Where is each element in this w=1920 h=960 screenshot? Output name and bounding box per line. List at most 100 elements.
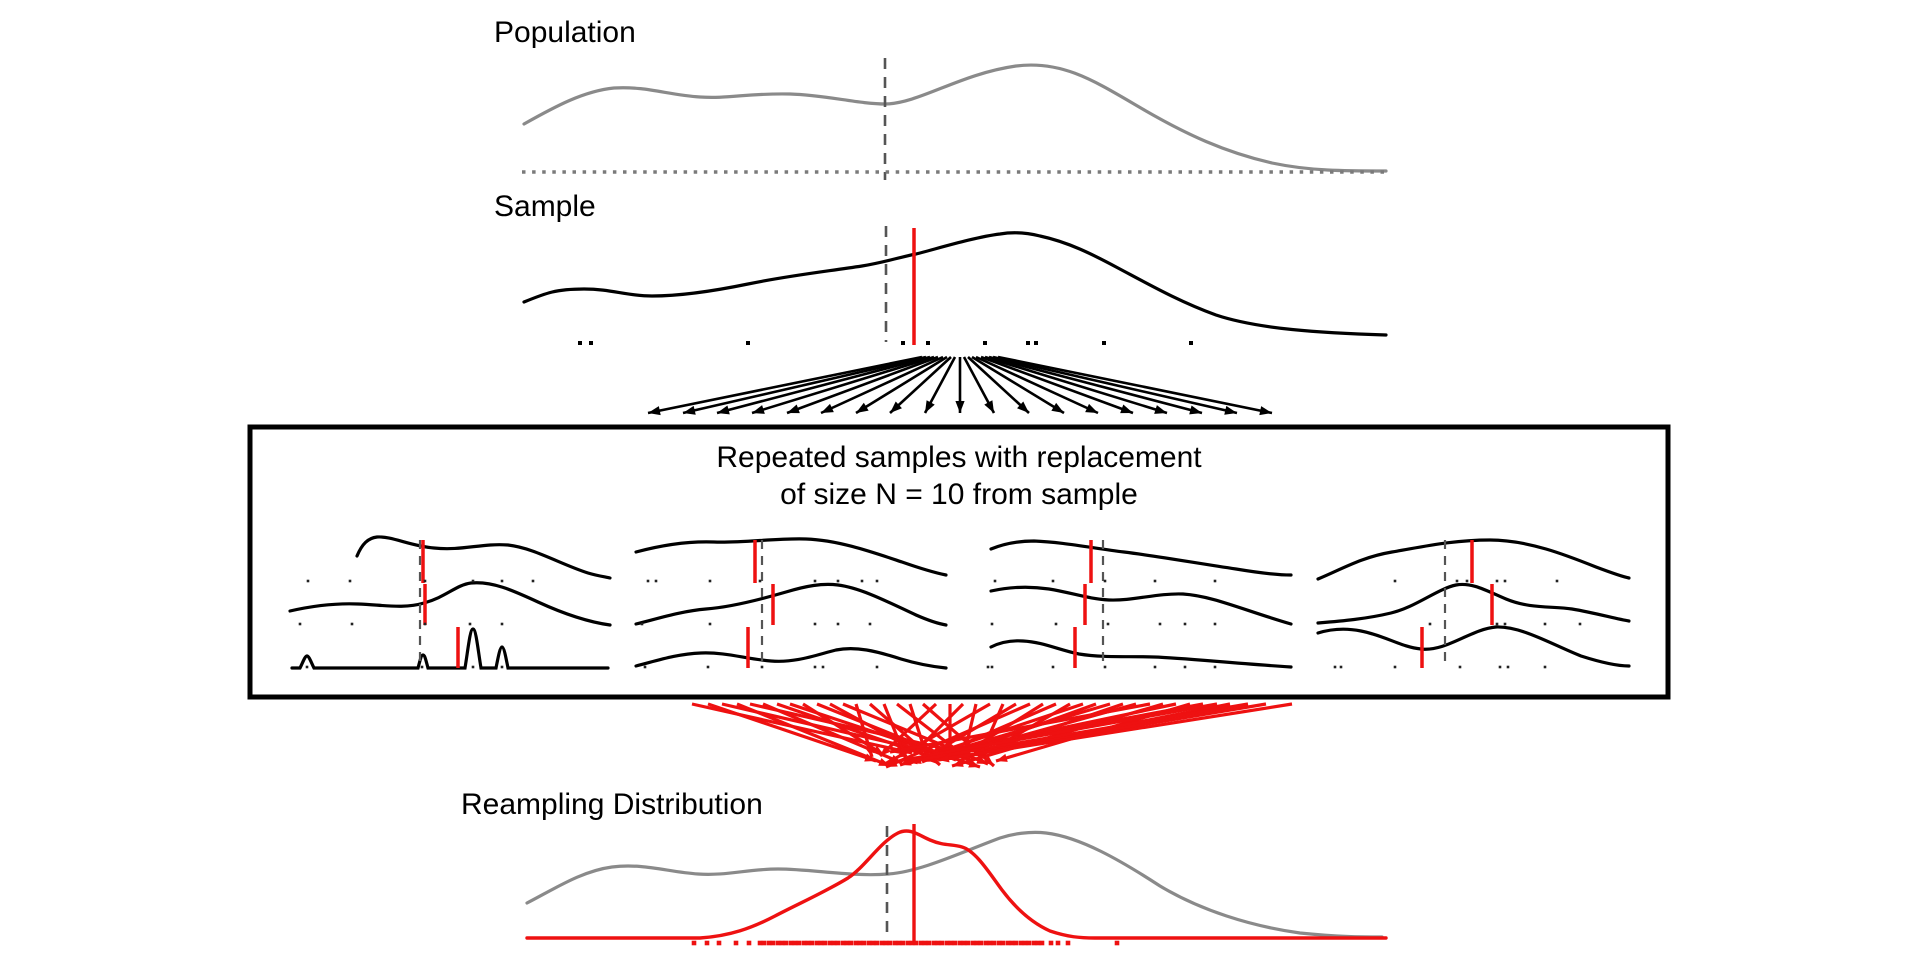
resampling-rug-mark [761, 940, 767, 946]
bottom-group [525, 824, 1388, 946]
panel-rug-dot [990, 622, 994, 626]
resampling-rug-mark [716, 940, 722, 946]
resampling-rug-mark [1048, 940, 1054, 946]
sample-rug-dot [926, 341, 930, 345]
panel-rug-dot [305, 665, 309, 669]
panel-rug-dot [500, 579, 504, 583]
resampling-rug-mark [935, 940, 941, 946]
panel-rug-dot [1498, 665, 1502, 669]
sample-to-resample-arrow-head [752, 405, 765, 414]
resampling-rug-mark [866, 940, 872, 946]
panel-rug-dot [500, 665, 504, 669]
resampling-rug-mark [870, 940, 876, 946]
panel-rug-dot [1428, 622, 1432, 626]
resampling-red-density-curve [525, 829, 1388, 940]
panel-rug-dot [990, 665, 994, 669]
resampling-rug-mark [1055, 940, 1061, 946]
sample-rug-dot [901, 341, 905, 345]
resampling-rug-mark [905, 940, 911, 946]
resampling-rug-mark [913, 940, 919, 946]
resampling-rug-mark [766, 940, 772, 946]
panel-rug-dot [1213, 665, 1217, 669]
resampling-rug-mark [822, 940, 828, 946]
sample-to-resample-arrow [988, 355, 1203, 415]
resampling-rug-mark [996, 940, 1002, 946]
resampling-rug-mark [978, 940, 984, 946]
resampling-rug-mark [792, 940, 798, 946]
panel-rug-dot [836, 622, 840, 626]
sample-to-resample-arrow-head [1259, 406, 1272, 416]
panel-rug-dot [1503, 579, 1507, 583]
sample-to-resample-arrow-head [787, 404, 800, 414]
panel-rug-dot [500, 622, 504, 626]
resampling-rug-mark [1018, 940, 1024, 946]
sample-to-resample-arrow [786, 355, 939, 415]
resample-mean-arrow-head [880, 745, 891, 756]
resampling-rug-mark [779, 940, 785, 946]
sample-to-resample-arrow-head [1085, 403, 1098, 413]
resample-mean-arrow-head [906, 756, 918, 765]
panel-rug-dot [1106, 622, 1110, 626]
resampling-rug-mark [1022, 940, 1028, 946]
panel-rug-dot [860, 579, 864, 583]
resampling-rug-mark [1035, 940, 1041, 946]
red-fan-group [691, 702, 1293, 769]
panel-rug-dot [1213, 579, 1217, 583]
panel-rug-dot [708, 579, 712, 583]
panel-rug-dot [875, 579, 879, 583]
sample-to-resample-arrow-head [856, 402, 869, 413]
resample-curve [1316, 582, 1631, 625]
resampling-distribution-label: Reampling Distribution [461, 788, 763, 821]
resample-mean-arrow [829, 702, 919, 754]
panel-rug-dot [1543, 665, 1547, 669]
resampling-rug-mark [844, 940, 850, 946]
resampling-rug-mark [931, 940, 937, 946]
resample-mean-arrow [736, 702, 891, 768]
resample-mean-arrow-head [896, 748, 908, 758]
resample-box-border [247, 424, 1671, 700]
resampling-rug-mark [788, 940, 794, 946]
resample-mean-arrow [937, 702, 1293, 762]
sample-rug-dot [983, 341, 987, 345]
resample-mean-arrow [905, 702, 1249, 764]
panel-rug-dot [1153, 579, 1157, 583]
resampling-rug-mark [926, 940, 932, 946]
sample-to-resample-arrow-head [925, 400, 935, 413]
resampling-rug-mark [974, 940, 980, 946]
sample-to-resample-arrow-head [648, 406, 661, 416]
resampling-rug-mark [805, 940, 811, 946]
resampling-gray-density-curve [525, 830, 1384, 939]
sample-rug-dot [1034, 341, 1038, 345]
resampling-rug-mark [991, 940, 997, 946]
sample-to-resample-arrow-head [955, 401, 965, 413]
panel-rug-dot [813, 665, 817, 669]
panel-rug-dot [1213, 622, 1217, 626]
sample-density-curve [522, 231, 1388, 337]
resample-mean-arrow-head [938, 754, 950, 763]
resampling-rug-mark [1026, 940, 1032, 946]
resample-mean-arrow-head [982, 755, 994, 766]
resampling-rug-mark [770, 940, 776, 946]
sample-to-resample-arrow-head [1051, 402, 1064, 413]
resample-curve [634, 582, 948, 627]
resample-mean-arrow [707, 702, 877, 763]
resampling-rug-mark [704, 940, 710, 946]
sample-to-resample-arrow-head [984, 400, 994, 413]
resampling-rug-mark [939, 940, 945, 946]
sample-to-resample-arrow [997, 355, 1273, 415]
panel-rug-dot [1051, 579, 1055, 583]
panel-rug-dot [821, 665, 825, 669]
panel-rug-dot [468, 622, 472, 626]
resample-mean-arrow [889, 702, 1151, 754]
resampling-rug-mark [883, 940, 889, 946]
resampling-rug-mark [874, 940, 880, 946]
resampling-rug-mark [831, 940, 837, 946]
panel-rug-dot [875, 665, 879, 669]
panel-rug-dot [348, 579, 352, 583]
panel-rug-dot [836, 579, 840, 583]
sample-to-resample-arrow-head [1017, 401, 1029, 413]
sample-to-resample-arrow [971, 355, 1065, 415]
panel-rug-dot [868, 622, 872, 626]
resampling-rug-mark [746, 940, 752, 946]
panel-rug-dot [708, 622, 712, 626]
